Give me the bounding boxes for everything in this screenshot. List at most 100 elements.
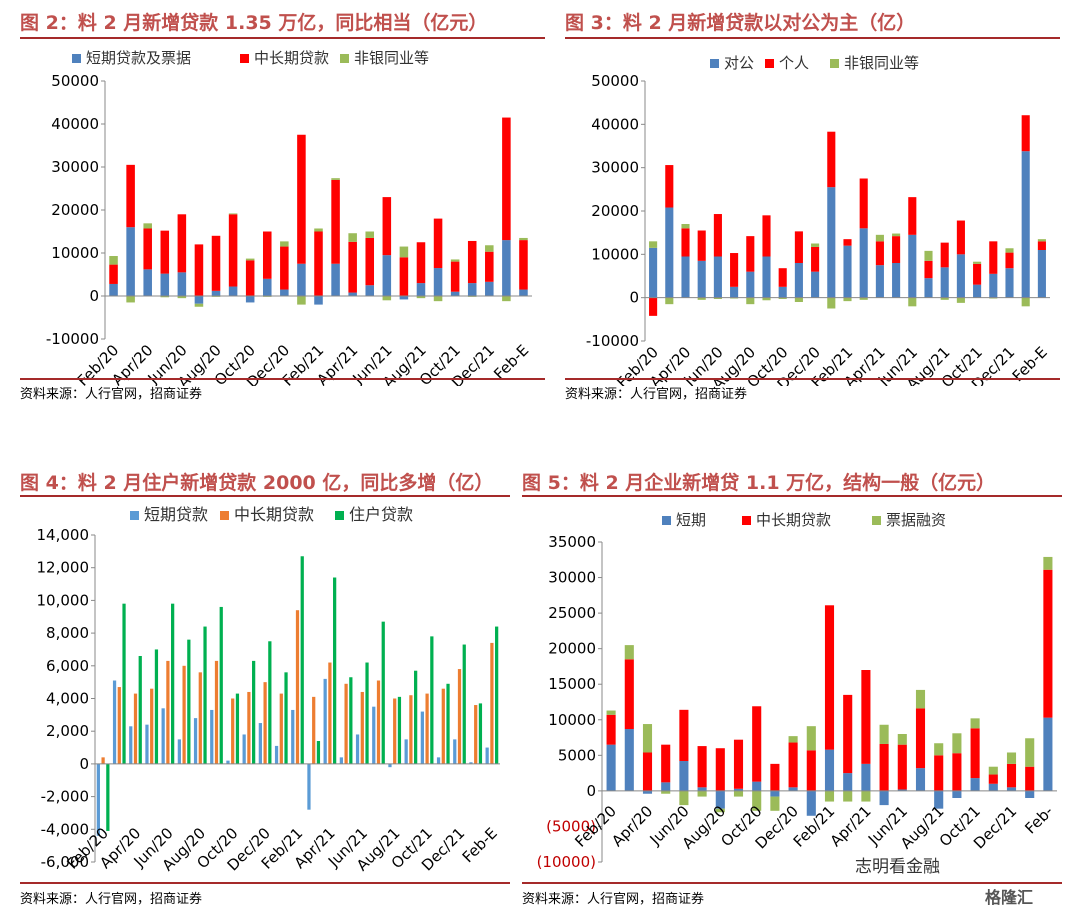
bar-2	[762, 215, 771, 257]
bar-3	[171, 603, 175, 764]
bar-2	[474, 705, 478, 764]
bar-3	[762, 297, 771, 301]
bar-2	[794, 231, 803, 263]
bar-2	[892, 236, 901, 263]
bar-3	[331, 178, 340, 180]
bar-1	[355, 734, 360, 764]
bar-2	[697, 746, 707, 788]
bar-3	[450, 259, 460, 262]
chart-title: 图 3：料 2 月新增贷款以对公为主（亿）	[565, 12, 916, 34]
bar-1	[399, 296, 409, 300]
watermark-logo-text: 格隆汇	[985, 888, 1034, 907]
bar-1	[420, 711, 424, 764]
source-note: 资料来源：人行官网，招商证券	[20, 892, 203, 907]
bar-1	[606, 744, 616, 791]
bar-2	[897, 744, 907, 790]
bar-1	[372, 706, 376, 764]
bar-1	[145, 724, 149, 764]
bar-2	[973, 263, 982, 285]
y-tick-label: (5000)	[546, 817, 596, 835]
bar-1	[1025, 790, 1035, 798]
bar-3	[495, 626, 499, 764]
bar-1	[467, 283, 477, 296]
y-tick-label: -10000	[46, 330, 99, 348]
bar-3	[811, 243, 820, 247]
bar-1	[661, 782, 671, 791]
bar-2	[348, 241, 357, 293]
bar-2	[143, 228, 152, 270]
bar-3	[770, 796, 780, 811]
bar-3	[106, 763, 110, 831]
y-tick-label: 30000	[548, 569, 596, 587]
bar-3	[934, 743, 944, 756]
legend-swatch	[872, 516, 881, 525]
bar-3	[624, 645, 634, 660]
bar-1	[112, 680, 117, 764]
y-tick-label: 4,000	[46, 690, 89, 708]
bar-1	[970, 778, 980, 791]
bar-2	[425, 693, 429, 764]
legend-label: 非银同业等	[844, 54, 919, 72]
bar-3	[416, 296, 426, 299]
bar-1	[297, 263, 306, 296]
bar-1	[109, 283, 118, 296]
y-tick-label: 10000	[548, 711, 596, 729]
bar-1	[875, 265, 884, 298]
legend-swatch	[340, 54, 349, 63]
bar-3	[661, 790, 671, 794]
bar-1	[788, 787, 798, 791]
bar-2	[940, 242, 949, 268]
y-tick-label: 35000	[548, 533, 596, 551]
bar-1	[681, 256, 690, 298]
bar-1	[897, 789, 907, 791]
bar-3	[399, 246, 409, 258]
bar-1	[762, 256, 771, 298]
source-rule	[522, 882, 1062, 884]
y-tick-label: 10,000	[37, 591, 90, 609]
y-tick-label: 10000	[51, 244, 99, 262]
bar-2	[746, 236, 755, 272]
x-tick-label: Apr/20	[608, 802, 656, 850]
bar-2	[713, 214, 722, 257]
chart-svg: -1000001000020000300004000050000Feb/20Ap…	[586, 54, 1051, 386]
bar-1	[713, 256, 722, 298]
bar-2	[970, 728, 980, 779]
bar-1	[226, 760, 230, 764]
bar-1	[382, 255, 392, 296]
bar-2	[679, 709, 689, 762]
bar-1	[1043, 717, 1053, 791]
x-tick-label: Feb-	[1021, 802, 1056, 837]
bar-1	[879, 790, 889, 806]
bar-3	[235, 693, 240, 764]
bar-3	[228, 213, 238, 215]
bar-3	[697, 790, 707, 797]
bar-1	[274, 745, 279, 764]
bar-3	[642, 724, 653, 753]
bar-1	[908, 234, 917, 298]
panel-fig5: 图 5：料 2 月企业新增贷 1.1 万亿，结构一般（亿元） (10000) (5…	[522, 468, 1062, 913]
bar-3	[1021, 297, 1030, 307]
bar-2	[989, 241, 998, 274]
bar-2	[133, 693, 138, 764]
bar-1	[649, 247, 658, 298]
source-rule	[20, 882, 510, 884]
bar-3	[1005, 248, 1014, 253]
bar-2	[502, 117, 511, 241]
y-tick-label: 15000	[548, 675, 596, 693]
chart-title: 图 2：料 2 月新增贷款 1.35 万亿，同比相当（亿元）	[20, 12, 488, 34]
bar-3	[446, 683, 450, 764]
chart-svg: -1000001000020000300004000050000Feb/20Ap…	[46, 49, 532, 386]
bar-2	[861, 670, 871, 764]
bar-2	[279, 693, 283, 764]
bar-3	[284, 672, 288, 764]
bar-3	[300, 556, 304, 764]
bar-2	[211, 235, 221, 291]
bar-2	[606, 714, 616, 745]
bar-3	[349, 677, 353, 764]
legend-label: 中长期贷款	[254, 49, 329, 67]
panel-fig3: 图 3：料 2 月新增贷款以对公为主（亿） -10000 0 10000 20000 3…	[565, 8, 1060, 408]
bar-3	[752, 790, 762, 811]
bar-1	[1037, 250, 1046, 298]
bar-1	[194, 296, 204, 304]
bar-1	[228, 286, 238, 296]
